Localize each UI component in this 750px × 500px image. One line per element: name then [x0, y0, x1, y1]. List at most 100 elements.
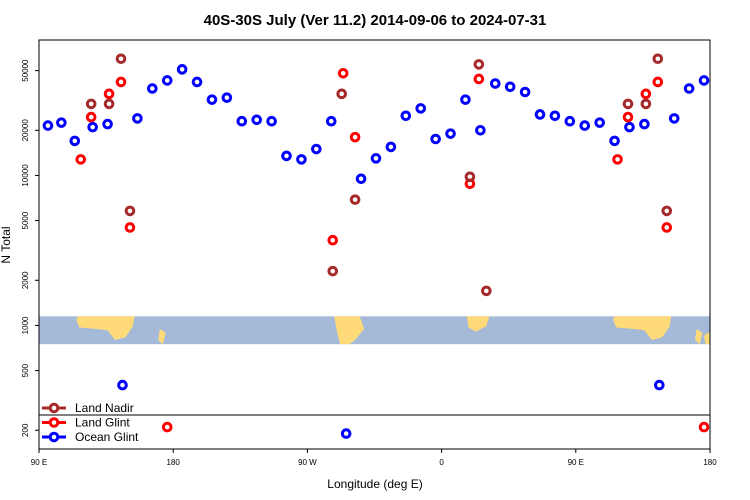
- ocean-glint-point: [340, 428, 352, 439]
- land-nadir-point: [661, 205, 673, 217]
- land-glint-point: [337, 67, 349, 79]
- ocean-glint-point: [355, 173, 367, 185]
- ocean-glint-point: [683, 83, 695, 94]
- chart-title: 40S-30S July (Ver 11.2) 2014-09-06 to 20…: [204, 12, 547, 29]
- land-glint-point: [327, 234, 339, 246]
- ocean-glint-point: [445, 128, 456, 139]
- ocean-glint-point: [549, 110, 561, 122]
- land-glint-point: [473, 73, 485, 85]
- land-glint-point: [640, 88, 652, 100]
- south-america-shape: [334, 316, 365, 345]
- land-nadir-point: [349, 194, 361, 205]
- ocean-glint-point: [87, 121, 98, 133]
- ocean-glint-point: [117, 379, 128, 391]
- y-axis: 200 500 1000 2000 5000 10000 20000 50000: [21, 59, 39, 437]
- y-tick-label: 10000: [21, 164, 30, 187]
- legend-label-land-glint: Land Glint: [75, 416, 130, 430]
- land-glint-point: [698, 421, 710, 433]
- x-tick-label: 0: [439, 458, 444, 467]
- ocean-glint-point: [325, 115, 337, 127]
- ocean-glint-point: [132, 113, 143, 124]
- y-axis-label: N Total: [0, 226, 13, 263]
- ocean-glint-point: [639, 118, 650, 130]
- land-glint-point: [612, 154, 623, 165]
- ocean-glint-point: [42, 120, 54, 131]
- ocean-glint-point: [385, 141, 397, 153]
- ocean-glint-point: [415, 103, 427, 114]
- ocean-glint-point: [624, 121, 635, 133]
- ocean-glint-point: [251, 114, 263, 126]
- land-glint-point: [652, 76, 664, 88]
- x-tick-label: 90 E: [568, 458, 584, 467]
- ocean-glint-point: [161, 75, 173, 86]
- land-nadir-point: [622, 98, 634, 110]
- x-tick-label: 90 W: [298, 458, 317, 467]
- australia-shape-1: [76, 316, 135, 340]
- land-glint-point: [75, 154, 87, 165]
- y-tick-label: 20000: [21, 119, 30, 142]
- ocean-glint-point: [102, 118, 113, 130]
- ocean-glint-point: [206, 94, 218, 105]
- land-nadir-point: [115, 53, 127, 65]
- y-tick-label: 5000: [21, 211, 30, 229]
- y-tick-label: 200: [21, 423, 30, 437]
- x-tick-label: 180: [703, 458, 717, 467]
- ocean-glint-point: [698, 75, 710, 86]
- land-nadir-point: [640, 98, 652, 110]
- y-tick-label: 500: [21, 363, 30, 377]
- ocean-glint-point: [296, 154, 307, 165]
- land-glint-point: [85, 111, 97, 123]
- ocean-glint-point: [475, 124, 486, 136]
- land-nadir-point: [464, 171, 476, 183]
- land-nadir-point: [336, 88, 347, 100]
- legend-marker-land-nadir: [48, 402, 60, 414]
- legend-label-land-nadir: Land Nadir: [75, 401, 134, 415]
- land-nadir-point: [327, 265, 339, 277]
- x-tick-label: 90 E: [31, 458, 47, 467]
- world-map-strip: [39, 316, 710, 345]
- land-nadir-point: [652, 53, 664, 65]
- ocean-glint-point: [519, 86, 531, 98]
- land-glint-point: [622, 111, 634, 123]
- land-glint-point: [661, 222, 673, 233]
- ocean-glint-point: [56, 117, 67, 128]
- legend-label-ocean-glint: Ocean Glint: [75, 430, 139, 444]
- x-axis-label: Longitude (deg E): [327, 477, 422, 491]
- ocean-glint-point: [534, 109, 546, 120]
- y-tick-label: 1000: [21, 316, 30, 334]
- new-zealand-shape-1: [158, 328, 166, 345]
- land-glint-point: [103, 88, 115, 100]
- land-nadir-point: [85, 98, 97, 110]
- edge-land-shape: [704, 331, 710, 345]
- ocean-glint-point: [69, 135, 81, 147]
- ocean-glint-point: [266, 115, 277, 127]
- ocean-glint-point: [400, 110, 412, 122]
- y-tick-label: 2000: [21, 271, 30, 289]
- ocean-glint-point: [668, 113, 680, 124]
- land-nadir-point: [124, 205, 136, 217]
- ocean-glint-point: [191, 76, 203, 88]
- new-zealand-shape-2: [695, 328, 703, 345]
- ocean-glint-point: [504, 81, 516, 93]
- x-axis: 90 E 180 90 W 0 90 E 180: [31, 449, 717, 467]
- land-nadir-point: [103, 98, 115, 110]
- land-glint-point: [124, 222, 136, 233]
- legend-marker-land-glint: [48, 417, 60, 428]
- ocean-glint-point: [176, 64, 188, 75]
- ocean-glint-point: [370, 153, 382, 164]
- ocean-glint-point: [430, 133, 441, 145]
- ocean-glint-point: [460, 94, 471, 105]
- ocean-glint-point: [147, 83, 158, 94]
- plot-frame: [38, 39, 711, 450]
- land-glint-point: [161, 421, 173, 433]
- ocean-glint-point: [281, 150, 292, 162]
- ocean-glint-point: [654, 379, 665, 391]
- ocean-glint-point: [236, 115, 248, 127]
- ocean-glint-point: [311, 143, 322, 155]
- legend-marker-ocean-glint: [48, 431, 60, 443]
- africa-shape: [466, 316, 490, 332]
- land-glint-point: [349, 131, 361, 143]
- y-tick-label: 50000: [21, 59, 30, 82]
